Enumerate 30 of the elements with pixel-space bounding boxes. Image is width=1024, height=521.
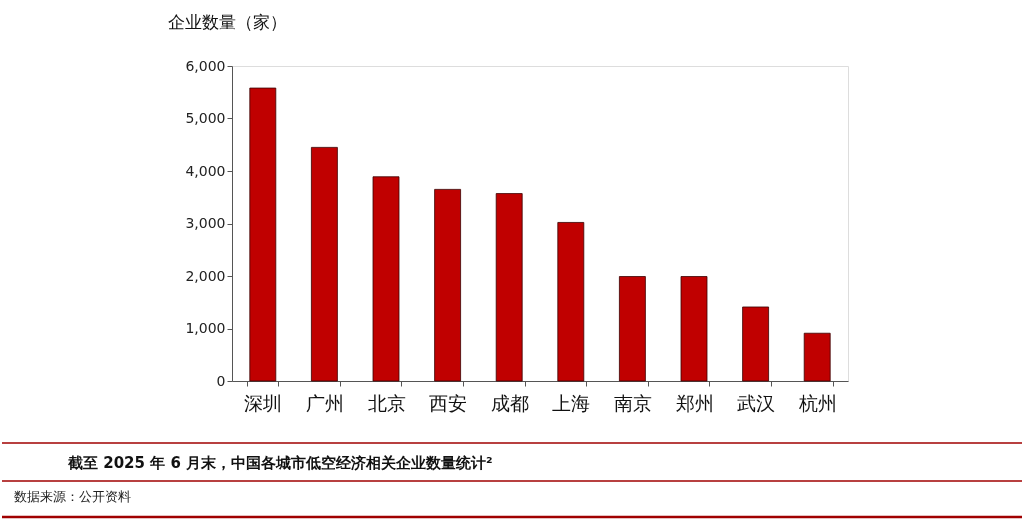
bar (619, 276, 646, 382)
text: 截至 2025 年 6 月末，中国各城市低空经济相关企业数量统计² (67, 454, 493, 472)
y-tick-label: 4,000 (185, 162, 226, 179)
bar (311, 146, 338, 382)
x-tick-label: 广州 (305, 391, 344, 414)
y-tick-label: 2,000 (185, 267, 226, 284)
bar (372, 176, 400, 382)
y-tick-label: 0 (216, 372, 226, 389)
y-tick-label: 1,000 (185, 320, 226, 336)
x-tick-label: 武汉 (737, 391, 776, 414)
x-tick-label: 上海 (552, 391, 591, 414)
x-tick-label: 杭州 (797, 391, 837, 414)
bar (803, 332, 831, 382)
source-note: 数据来源：公开资料 (14, 489, 131, 504)
bar (557, 222, 585, 382)
y-tick-label: 3,000 (185, 215, 226, 231)
bar (249, 87, 277, 382)
x-tick-label: 成都 (490, 391, 529, 414)
y-tick-label: 5,000 (185, 110, 226, 126)
x-tick-label: 南京 (613, 391, 652, 414)
bar (495, 193, 523, 382)
y-axis-title: 企业数量（家） (167, 11, 287, 32)
bar (434, 188, 461, 382)
x-tick-label: 西安 (429, 391, 468, 414)
x-tick-label: 北京 (367, 391, 406, 414)
x-tick-label: 郑州 (675, 391, 714, 414)
x-tick-label: 深圳 (244, 391, 283, 414)
y-tick-label: 6,000 (185, 57, 226, 74)
bar (742, 306, 769, 382)
bar (680, 276, 708, 382)
